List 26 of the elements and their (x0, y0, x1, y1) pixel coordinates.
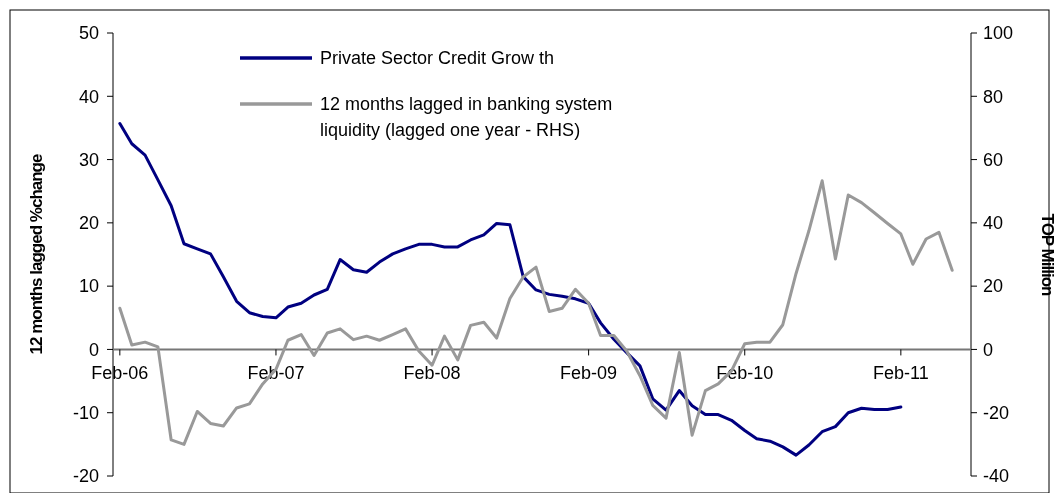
legend-label: 12 months lagged in banking system liquidity (lagged one year - RHS) (320, 94, 613, 141)
y-tick-label: 40 (78, 86, 99, 107)
y-tick-label: 50 (78, 23, 99, 44)
y2-tick-label: 100 (983, 23, 1014, 44)
y-tick-label: 10 (78, 276, 99, 297)
y-tick-label: 0 (88, 339, 99, 360)
y2-axis-title: TOP Million (1038, 213, 1057, 297)
y-axis-title: 12 months lagged %change (27, 154, 46, 355)
x-tick-label: Feb-10 (716, 363, 774, 384)
y2-tick-label: 40 (983, 213, 1004, 234)
y2-tick-label: 80 (983, 86, 1004, 107)
y-tick-label: -20 (72, 466, 99, 487)
y-tick-label: 30 (78, 149, 99, 170)
x-tick-label: Feb-11 (873, 363, 929, 384)
x-tick-label: Feb-06 (91, 363, 149, 384)
y-tick-label: 20 (78, 213, 99, 234)
y2-tick-label: 60 (983, 149, 1004, 170)
x-tick-label: Feb-09 (560, 363, 618, 384)
y2-tick-label: 0 (983, 339, 994, 360)
x-tick-label: Feb-07 (247, 363, 305, 384)
legend-label: Private Sector Credit Grow th (320, 48, 555, 69)
y-tick-label: -10 (72, 403, 99, 424)
y2-tick-label: -20 (983, 403, 1010, 424)
y2-tick-label: -40 (983, 466, 1010, 487)
y2-tick-label: 20 (983, 276, 1004, 297)
x-tick-label: Feb-08 (403, 363, 461, 384)
